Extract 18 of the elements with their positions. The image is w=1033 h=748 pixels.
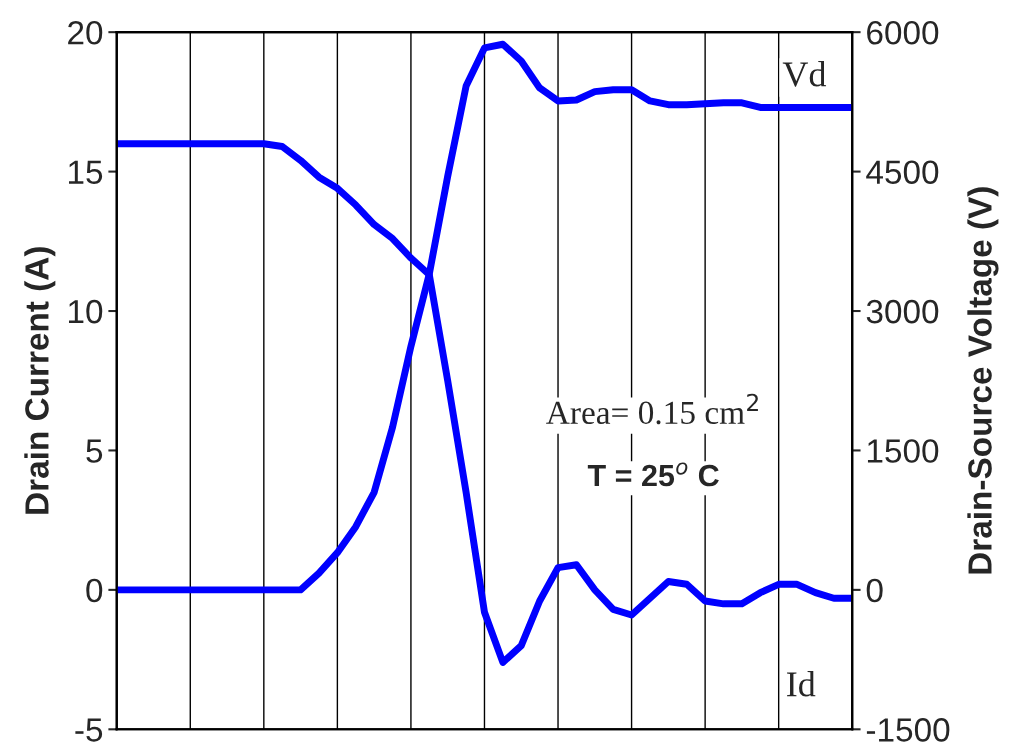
y-tick-label: 0	[86, 578, 103, 603]
annotation: Area= 0.15 cm$^{2}$	[546, 393, 758, 425]
y-tick-label: 5	[86, 439, 103, 463]
annotation: T = 25$^{o}$ C	[587, 462, 719, 487]
y-tick-label: -5	[75, 718, 103, 742]
y2-tick-label: 1500	[867, 439, 939, 463]
y2-axis-title: Drain-Source Voltage (V)	[967, 187, 999, 574]
y2-tick-label: 6000	[867, 20, 939, 45]
y-tick-label: 10	[69, 299, 103, 324]
y2-tick-label: -1500	[866, 718, 950, 742]
y2-tick-label: 3000	[866, 299, 939, 324]
annotation: Vd	[782, 61, 827, 87]
y2-tick-label: 0	[866, 578, 883, 603]
y2-tick-label: 4500	[866, 160, 939, 184]
annotation: Id	[787, 671, 816, 697]
y-tick-label: 20	[68, 20, 103, 45]
y-axis-title: Drain Current (A)	[24, 247, 56, 514]
y-tick-label: 15	[69, 160, 103, 184]
